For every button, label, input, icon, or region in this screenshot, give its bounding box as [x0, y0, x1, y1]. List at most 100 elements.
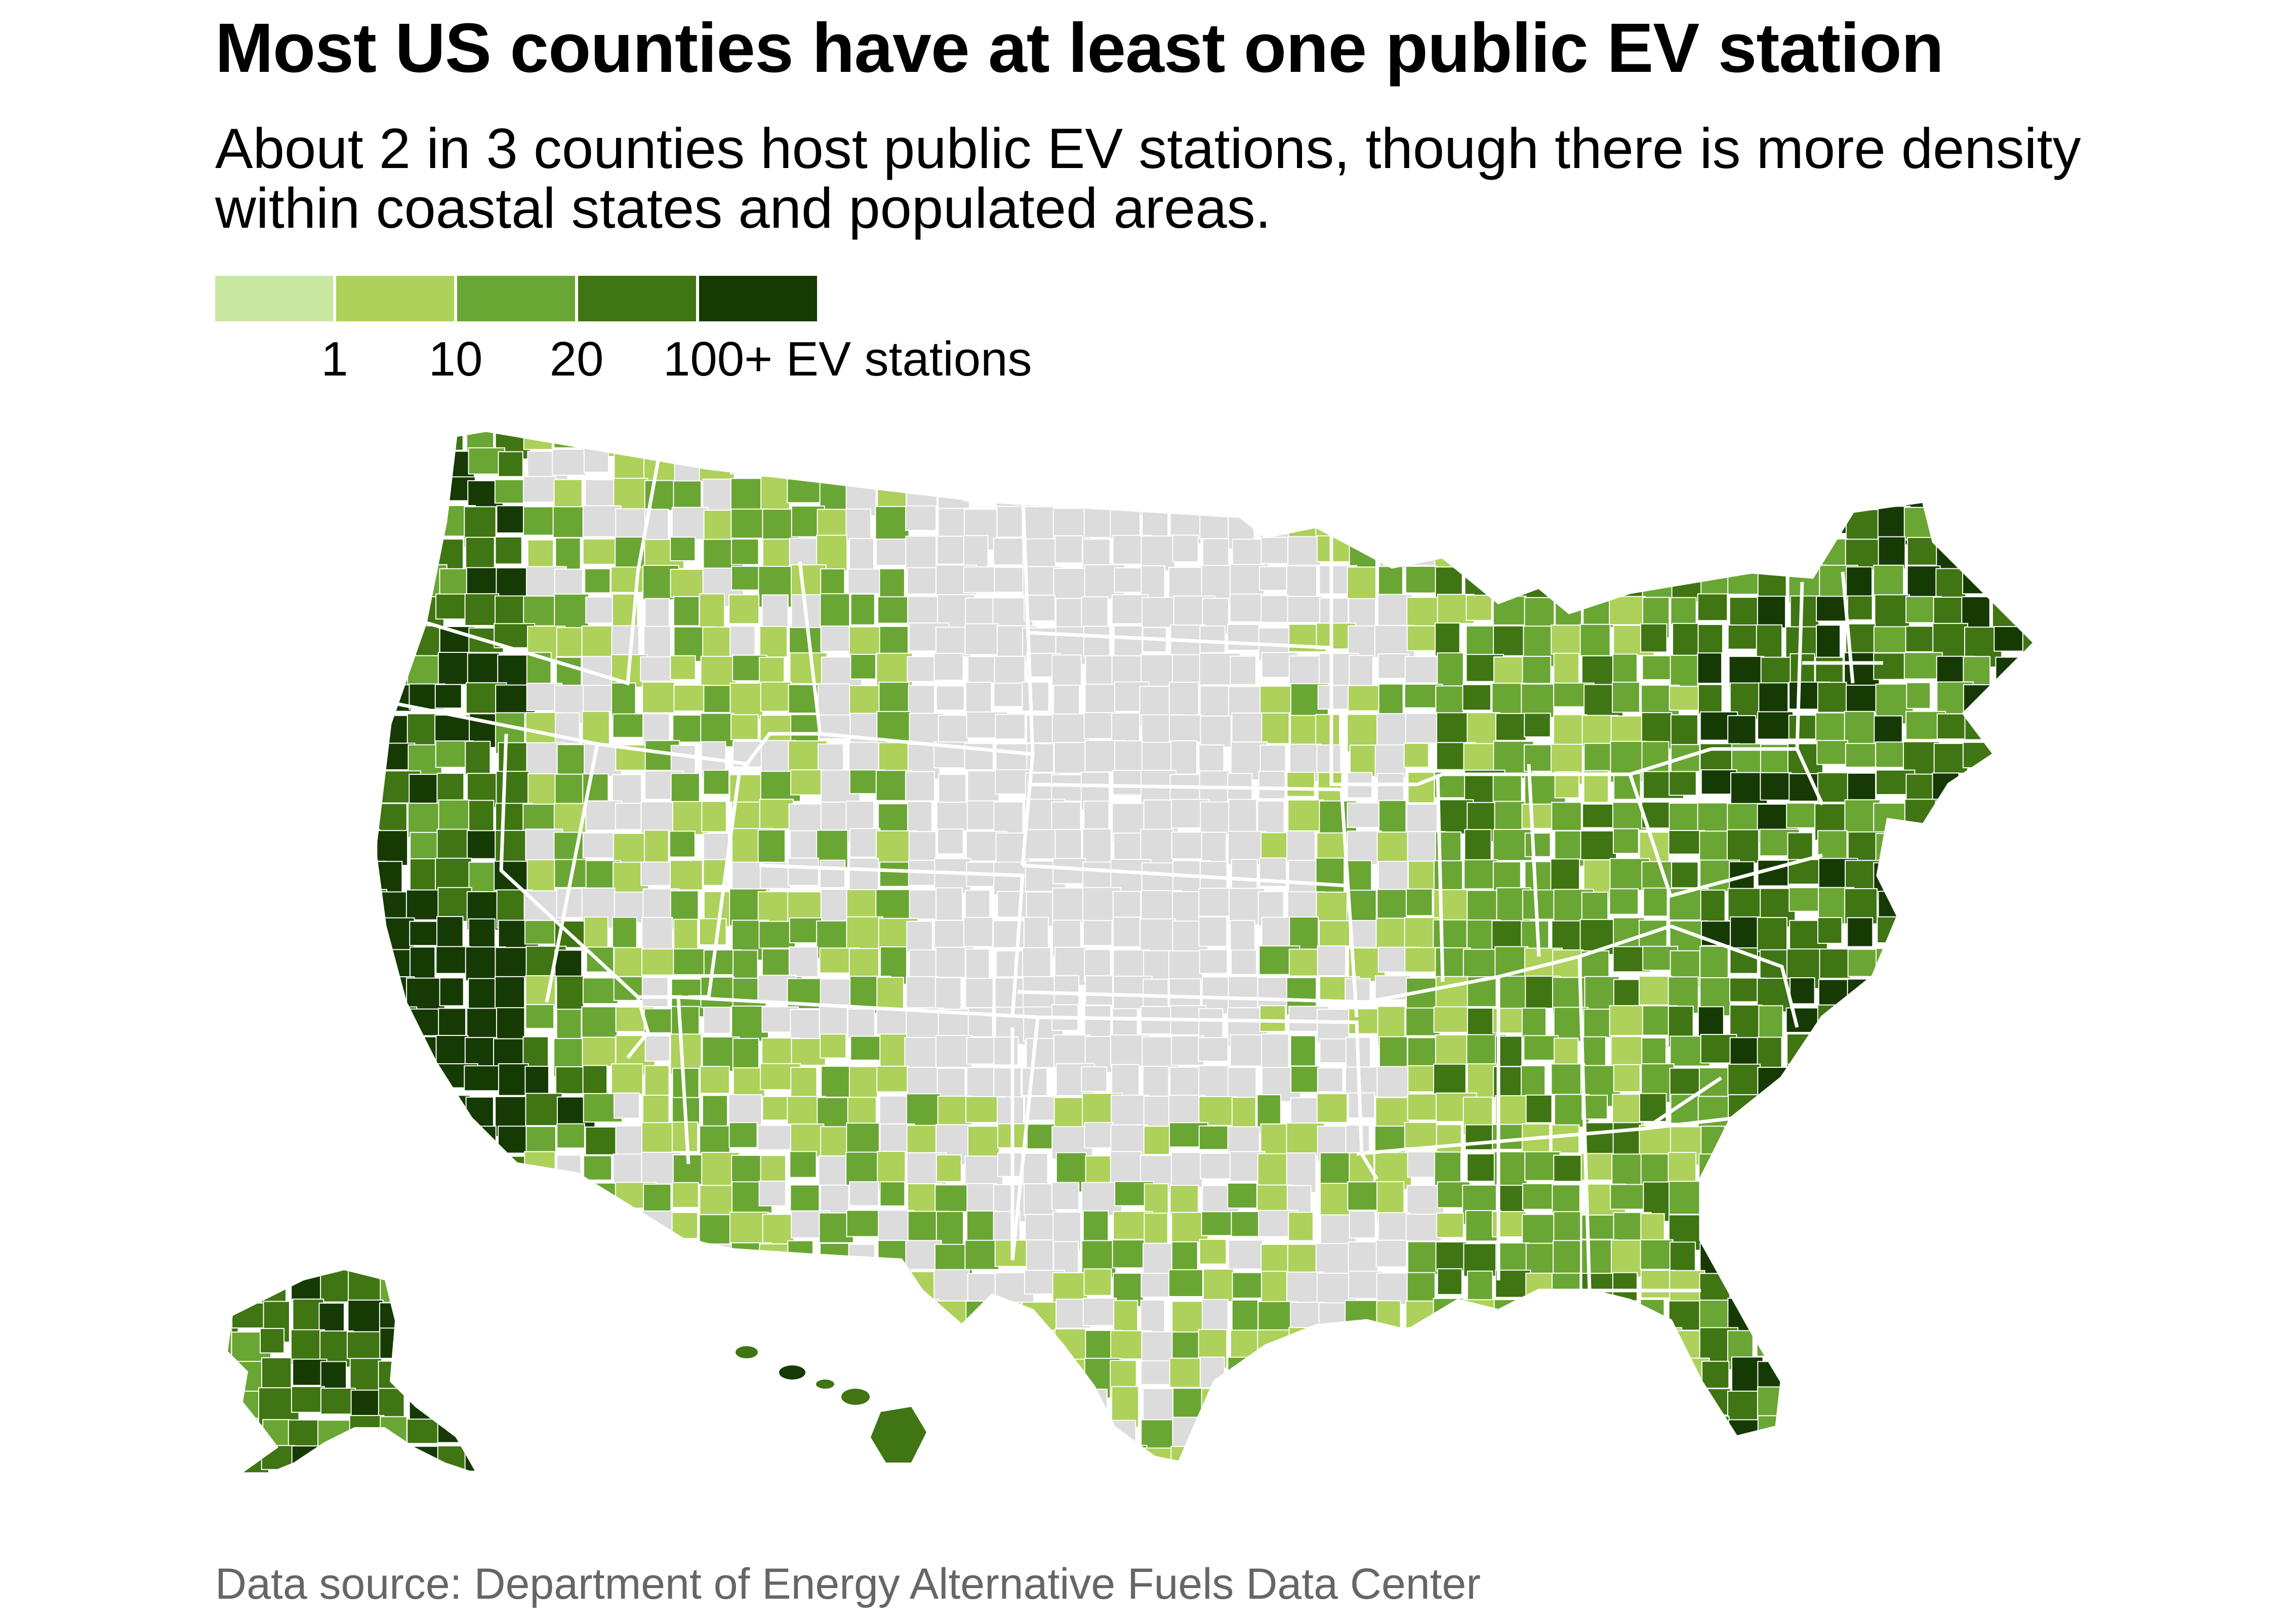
county-cell — [1492, 861, 1521, 891]
county-cell — [1491, 683, 1526, 716]
county-cell — [1261, 712, 1290, 744]
county-cell — [1168, 950, 1203, 981]
county-cell — [644, 1035, 670, 1062]
county-cell — [640, 656, 676, 682]
county-cell — [669, 830, 696, 858]
county-cell — [966, 1037, 996, 1065]
county-cell — [611, 1063, 643, 1095]
county-cell — [1140, 918, 1176, 956]
county-cell — [701, 801, 727, 832]
county-cell — [876, 977, 904, 1010]
county-cell — [582, 685, 616, 713]
county-cell — [1523, 1035, 1559, 1061]
county-cell — [1643, 887, 1668, 917]
county-cell — [967, 770, 1000, 806]
county-cell — [849, 1181, 879, 1206]
county-cell — [1580, 830, 1617, 860]
county-cell — [1697, 652, 1723, 684]
county-cell — [1435, 622, 1460, 657]
county-cell — [700, 976, 735, 1008]
county-cell — [1435, 685, 1464, 715]
county-cell — [993, 1036, 1019, 1066]
county-cell — [1110, 507, 1141, 539]
county-cell — [464, 593, 500, 626]
county-cell — [1084, 1005, 1112, 1039]
county-cell — [435, 593, 469, 620]
county-cell — [642, 713, 670, 745]
county-cell — [673, 596, 700, 627]
county-cell — [613, 1153, 645, 1184]
county-cell — [1110, 1124, 1148, 1156]
county-cell — [435, 1035, 469, 1066]
county-cell — [1376, 1272, 1409, 1305]
county-cell — [1612, 828, 1639, 854]
county-cell — [1670, 744, 1700, 772]
county-cell — [729, 682, 763, 720]
county-cell — [320, 1388, 356, 1415]
county-cell — [1756, 624, 1783, 659]
county-cell — [700, 1066, 730, 1094]
county-cell — [496, 505, 528, 534]
state-border — [1022, 863, 1347, 888]
county-cell — [1699, 1299, 1733, 1330]
county-cell — [350, 1389, 382, 1420]
county-cell — [1022, 506, 1055, 544]
county-cell — [1316, 1093, 1348, 1123]
state-border — [1644, 1076, 1722, 1130]
county-cell — [1936, 713, 1968, 740]
county-cell — [1847, 595, 1873, 620]
county-cell — [1051, 1182, 1080, 1211]
legend-bar — [215, 276, 817, 321]
county-cell — [1701, 1360, 1730, 1389]
county-cell — [553, 479, 583, 508]
county-cell — [1493, 656, 1527, 686]
county-cell — [1582, 1122, 1617, 1157]
county-cell — [1374, 744, 1407, 778]
county-cell — [1022, 681, 1049, 712]
county-cell — [376, 830, 409, 866]
data-source-note: Data source: Department of Energy Altern… — [215, 1560, 1481, 1608]
county-cell — [757, 1125, 794, 1150]
county-cell — [906, 921, 933, 953]
county-cell — [1229, 593, 1265, 622]
state-border — [1795, 581, 1804, 749]
county-cell — [995, 714, 1026, 740]
county-cell — [788, 946, 819, 978]
county-cell — [259, 1328, 285, 1354]
county-cell — [964, 1239, 1000, 1270]
county-cell — [644, 1065, 670, 1099]
county-cell — [1492, 596, 1527, 626]
county-cell — [1083, 712, 1114, 739]
county-cell — [1228, 976, 1258, 1011]
county-cell — [1697, 684, 1723, 715]
county-cell — [937, 828, 964, 855]
county-cell — [1668, 830, 1705, 855]
county-cell — [1494, 801, 1526, 831]
county-cell — [1316, 1009, 1350, 1044]
county-cell — [1317, 684, 1352, 710]
county-cell — [850, 1035, 882, 1061]
county-cell — [525, 1093, 563, 1127]
county-cell — [904, 1037, 937, 1070]
state-border — [1017, 990, 1367, 1004]
county-cell — [1727, 1063, 1761, 1100]
county-cell — [1320, 1183, 1351, 1220]
county-cell — [965, 978, 994, 1009]
county-cell — [1051, 713, 1090, 743]
county-cell — [760, 681, 792, 712]
county-cell — [906, 976, 939, 1009]
county-cell — [820, 593, 850, 629]
county-cell — [1669, 771, 1697, 796]
county-cell — [1873, 626, 1908, 653]
county-cell — [1169, 978, 1201, 1007]
county-cell — [1610, 1184, 1644, 1210]
county-cell — [496, 771, 530, 808]
county-cell — [1053, 975, 1080, 1006]
county-cell — [1198, 1125, 1231, 1150]
county-cell — [1200, 1152, 1235, 1180]
county-cell — [1671, 861, 1699, 889]
county-cell — [1579, 623, 1611, 656]
county-cell — [1378, 800, 1407, 834]
county-cell — [1495, 713, 1527, 741]
county-cell — [552, 448, 587, 476]
